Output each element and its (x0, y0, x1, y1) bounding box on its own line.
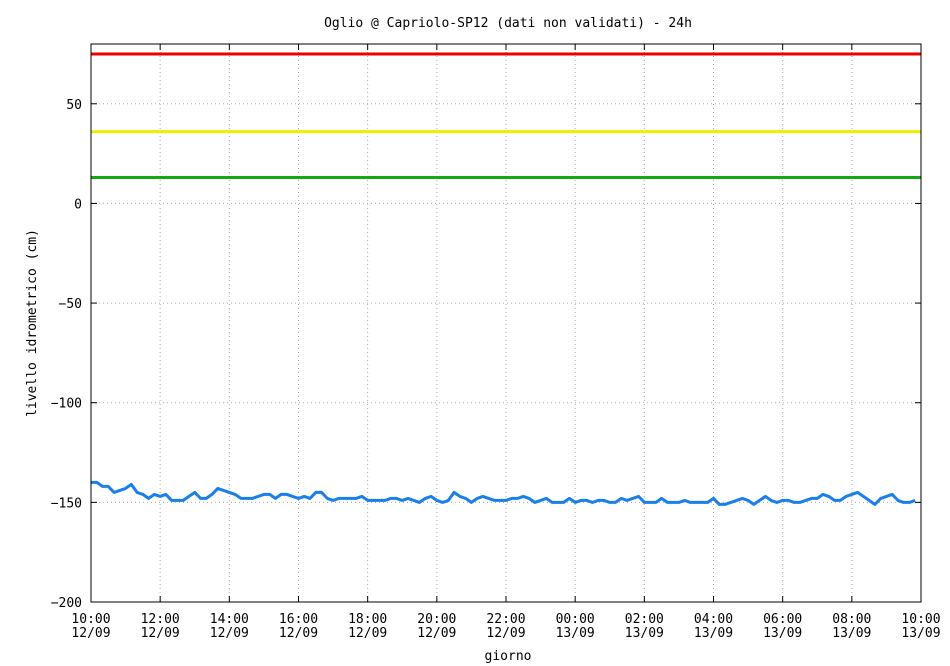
x-tick-label-date: 13/09 (763, 626, 802, 641)
x-tick-label-time: 08:00 (832, 612, 871, 627)
y-tick-label: 50 (66, 98, 82, 113)
x-tick-label-date: 12/09 (279, 626, 318, 641)
x-tick-label-time: 02:00 (625, 612, 664, 627)
chart-title: Oglio @ Capriolo-SP12 (dati non validati… (324, 16, 692, 31)
y-tick-label: −150 (51, 496, 82, 511)
y-tick-label: −200 (51, 596, 82, 611)
x-tick-label-date: 12/09 (210, 626, 249, 641)
y-axis-label: livello idrometrico (cm) (25, 229, 40, 417)
x-tick-label-time: 18:00 (348, 612, 387, 627)
x-tick-label-time: 14:00 (210, 612, 249, 627)
series-lines (91, 480, 916, 506)
x-tick-label-date: 12/09 (141, 626, 180, 641)
x-tick-labels: 10:0012/0912:0012/0914:0012/0916:0012/09… (71, 612, 940, 641)
x-tick-label-time: 00:00 (556, 612, 595, 627)
x-tick-label-time: 22:00 (486, 612, 525, 627)
x-axis-label: giorno (485, 649, 532, 664)
y-tick-label: −100 (51, 397, 82, 412)
y-tick-label: −50 (59, 297, 82, 312)
y-tick-label: 0 (74, 197, 82, 212)
x-tick-label-time: 10:00 (71, 612, 110, 627)
grid (90, 44, 922, 603)
threshold-lines (91, 52, 921, 180)
x-tick-label-date: 13/09 (694, 626, 733, 641)
x-tick-label-time: 12:00 (141, 612, 180, 627)
x-tick-label-time: 10:00 (901, 612, 940, 627)
x-tick-label-time: 06:00 (763, 612, 802, 627)
x-tick-label-date: 13/09 (901, 626, 940, 641)
x-tick-label-time: 04:00 (694, 612, 733, 627)
x-tick-label-date: 12/09 (417, 626, 456, 641)
x-tick-label-date: 13/09 (832, 626, 871, 641)
plot-frame (90, 43, 922, 603)
x-tick-label-date: 12/09 (348, 626, 387, 641)
x-tick-label-date: 13/09 (625, 626, 664, 641)
x-tick-label-date: 13/09 (556, 626, 595, 641)
x-tick-label-time: 20:00 (417, 612, 456, 627)
x-tick-label-date: 12/09 (486, 626, 525, 641)
y-tick-labels: −200 −150 −100 −50 0 50 (51, 98, 82, 611)
x-tick-label-date: 12/09 (71, 626, 110, 641)
x-tick-label-time: 16:00 (279, 612, 318, 627)
series-line (91, 480, 916, 506)
